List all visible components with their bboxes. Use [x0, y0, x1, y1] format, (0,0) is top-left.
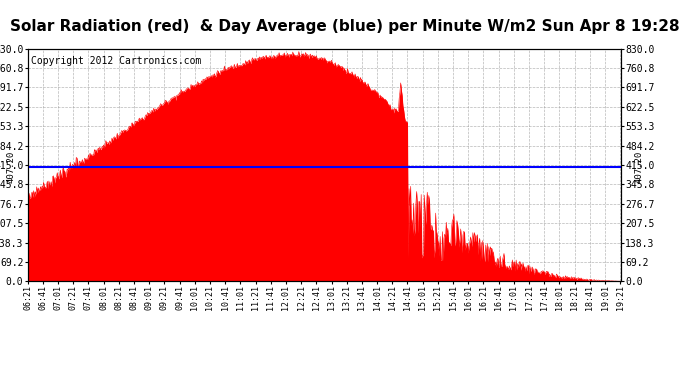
Text: 407.20: 407.20 [634, 151, 643, 183]
Text: Solar Radiation (red)  & Day Average (blue) per Minute W/m2 Sun Apr 8 19:28: Solar Radiation (red) & Day Average (blu… [10, 19, 680, 34]
Text: Copyright 2012 Cartronics.com: Copyright 2012 Cartronics.com [30, 56, 201, 66]
Text: 407.20: 407.20 [6, 151, 15, 183]
